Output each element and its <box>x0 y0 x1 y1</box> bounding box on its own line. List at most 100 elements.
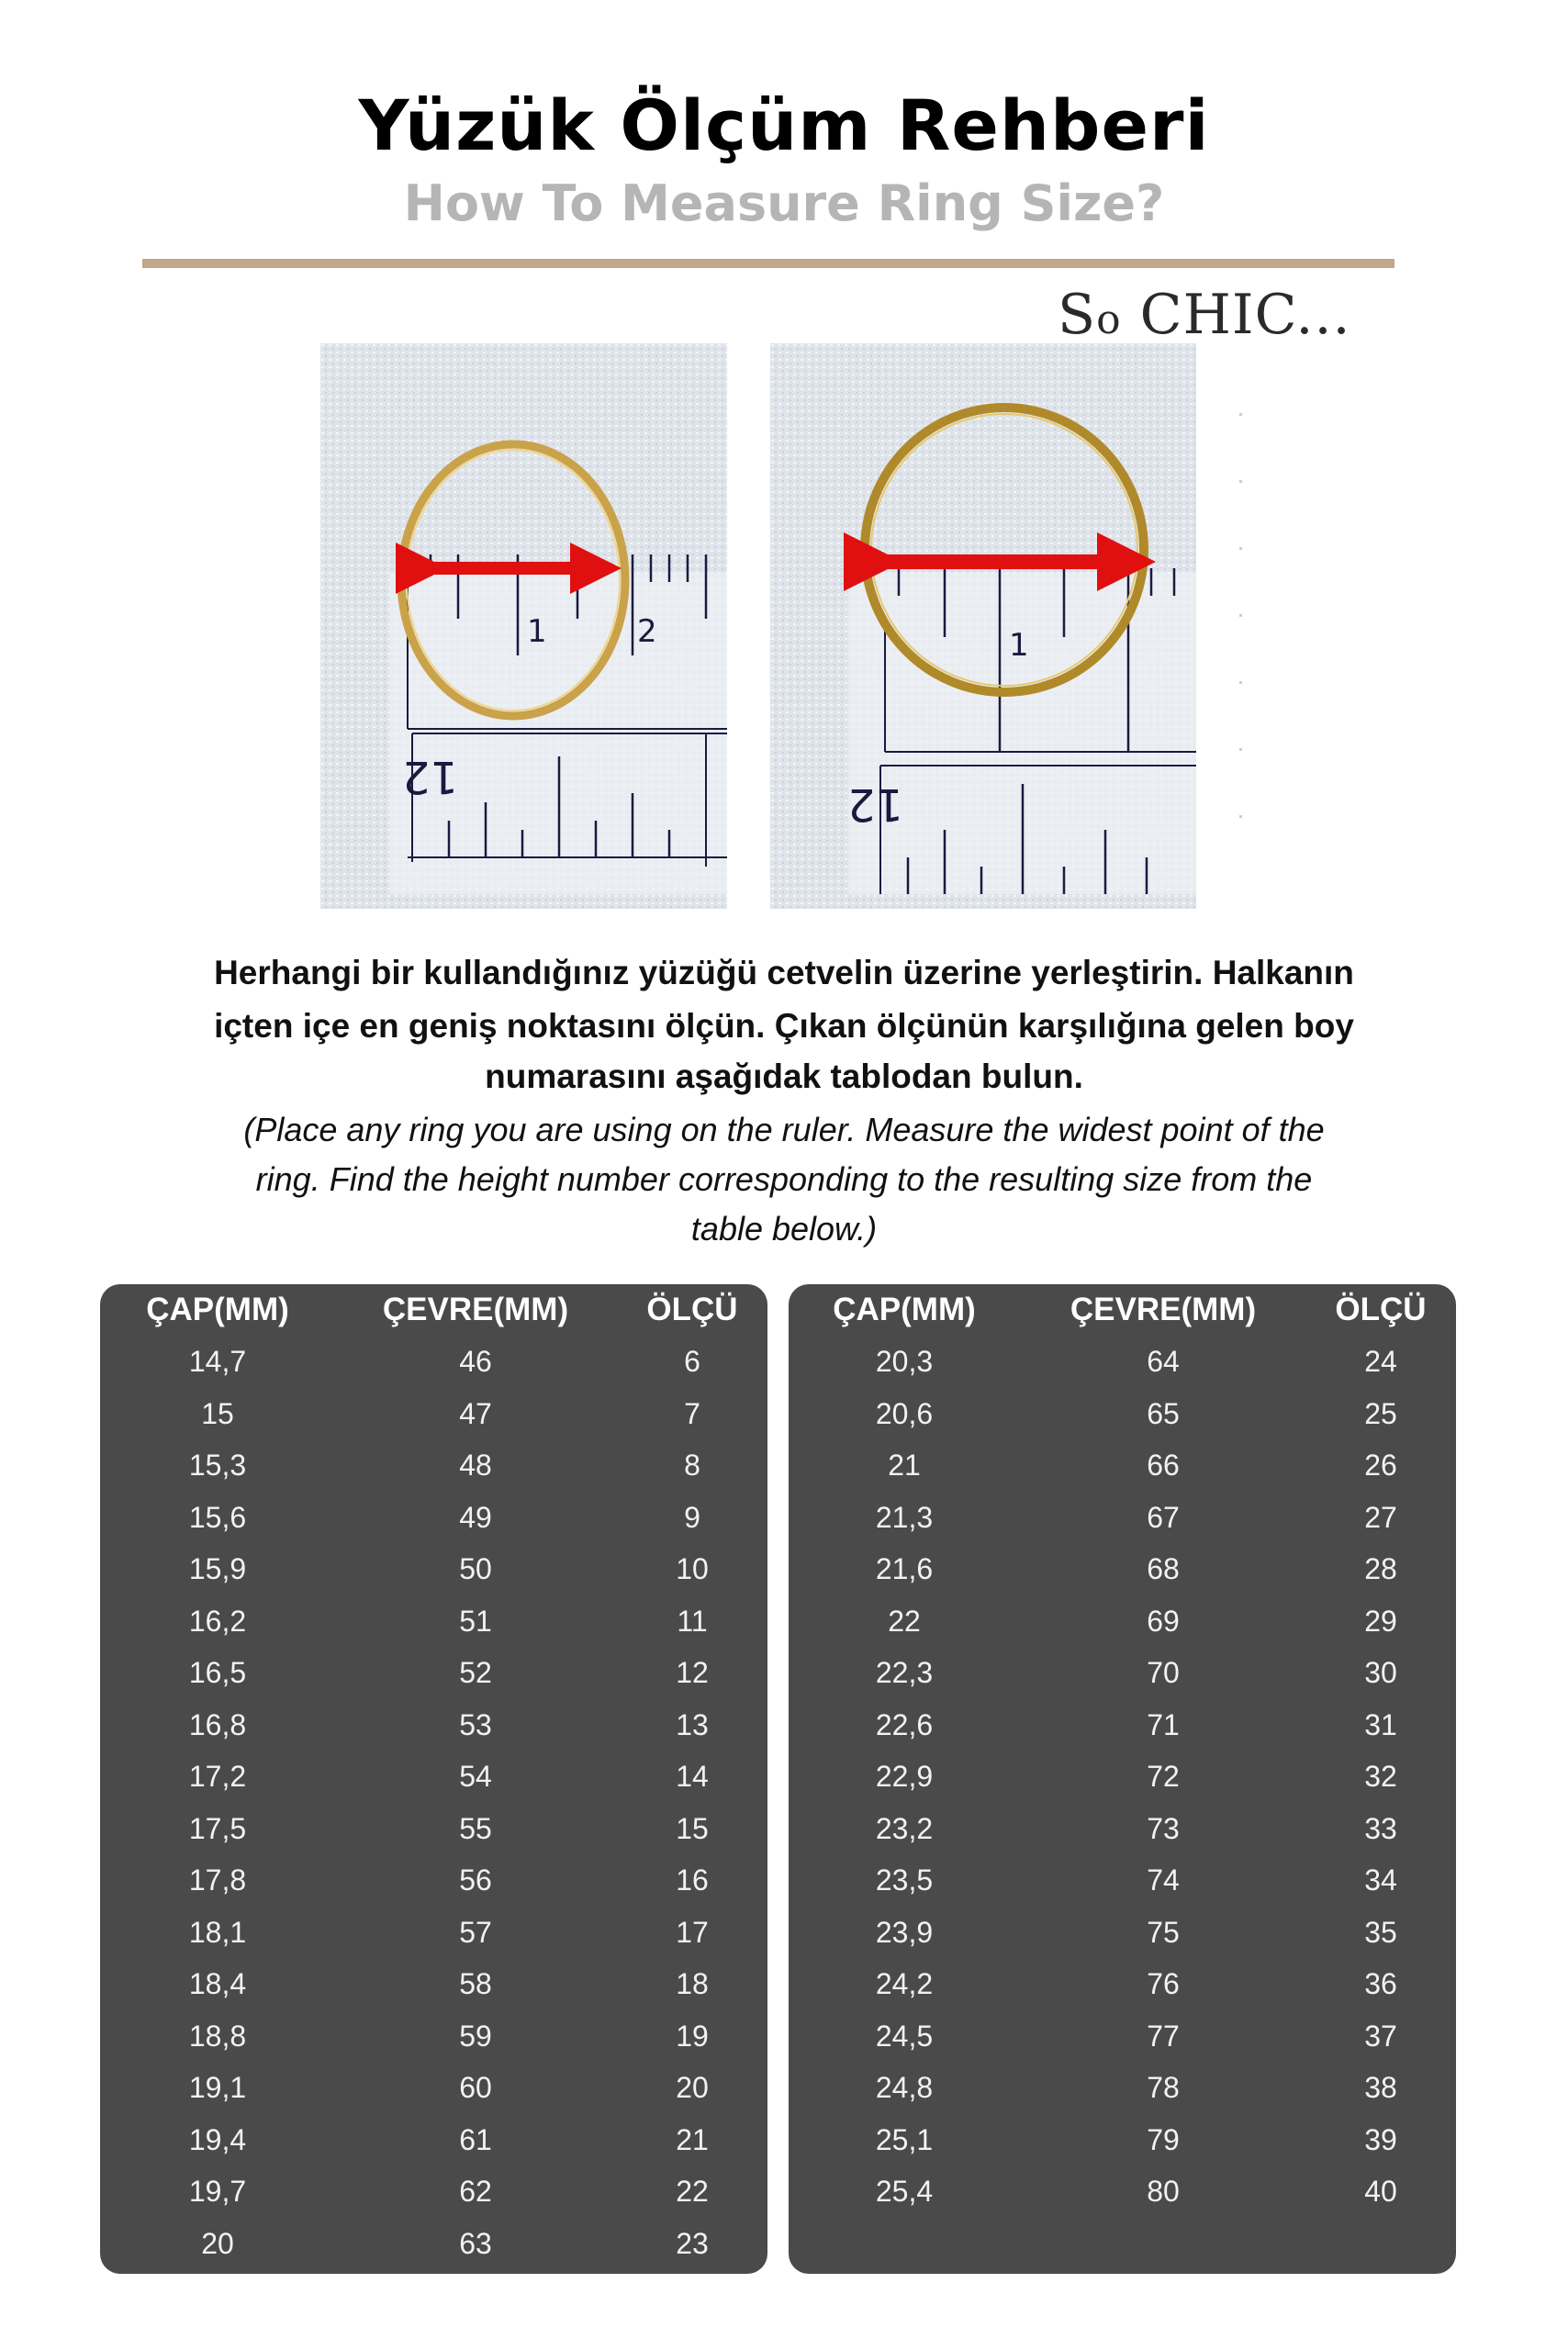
table-cell: 13 <box>676 1707 709 1741</box>
table-cell: 37 <box>1364 2019 1397 2053</box>
table-cell: 21,3 <box>875 1500 934 1534</box>
table-cell: 68 <box>1147 1552 1180 1585</box>
table-cell: 70 <box>1147 1656 1180 1689</box>
table-cell: 18,8 <box>188 2019 247 2053</box>
table-cell: 24,5 <box>875 2019 934 2053</box>
table-cell: 61 <box>459 2122 492 2156</box>
table-cell: 31 <box>1364 1707 1397 1741</box>
ruler-label: 1 <box>527 613 547 650</box>
divider <box>142 259 1394 268</box>
ruler-label: 12 <box>847 778 903 830</box>
table-cell: 28 <box>1364 1552 1397 1585</box>
table-cell: 15,9 <box>188 1552 247 1585</box>
table-cell: 17,2 <box>188 1760 247 1793</box>
table-cell: 19,1 <box>188 2071 247 2104</box>
table-cell: 7 <box>684 1396 700 1430</box>
table-cell: 57 <box>459 1915 492 1949</box>
table-cell: 11 <box>677 1604 708 1638</box>
table-cell: 40 <box>1364 2175 1397 2208</box>
table-cell: 20,6 <box>875 1396 934 1430</box>
instruction-en-line: table below.) <box>690 1210 878 1248</box>
table-cell: 6 <box>684 1345 700 1378</box>
table-cell: 16,2 <box>188 1604 247 1638</box>
table-cell: 76 <box>1147 1967 1180 2000</box>
table-cell: 74 <box>1147 1863 1180 1897</box>
table-cell: 30 <box>1364 1656 1397 1689</box>
table-cell: 72 <box>1147 1760 1180 1793</box>
table-cell: 25,4 <box>875 2175 934 2208</box>
instruction-en-line: ring. Find the height number correspondi… <box>255 1160 1313 1198</box>
table-cell: 14 <box>676 1760 709 1793</box>
table-cell: 18 <box>676 1967 709 2000</box>
table-cell: 25 <box>1364 1396 1397 1430</box>
table-cell: 55 <box>459 1811 492 1845</box>
table-cell: 22,6 <box>875 1707 934 1741</box>
table-cell: 65 <box>1147 1396 1180 1430</box>
table-cell: 23,5 <box>875 1863 934 1897</box>
table-cell: 17,5 <box>188 1811 247 1845</box>
column-header: ÖLÇÜ <box>646 1292 738 1327</box>
table-cell: 39 <box>1364 2122 1397 2156</box>
ring-photo-small: 1 2 12 <box>320 343 727 909</box>
column-header: ÇEVRE(MM) <box>1070 1292 1257 1327</box>
column-header: ÖLÇÜ <box>1335 1292 1427 1327</box>
table-cell: 71 <box>1147 1707 1180 1741</box>
table-cell: 73 <box>1147 1811 1180 1845</box>
table-cell: 52 <box>459 1656 492 1689</box>
table-cell: 32 <box>1364 1760 1397 1793</box>
page-title: Yüzük Ölçüm Rehberi <box>358 84 1210 166</box>
table-cell: 50 <box>459 1552 492 1585</box>
column-header: ÇAP(MM) <box>833 1292 976 1327</box>
table-cell: 35 <box>1364 1915 1397 1949</box>
table-cell: 25,1 <box>875 2122 934 2156</box>
table-cell: 15,6 <box>188 1500 247 1534</box>
table-cell: 58 <box>459 1967 492 2000</box>
ruler-label: 1 <box>1009 627 1029 664</box>
table-cell: 77 <box>1147 2019 1180 2053</box>
table-cell: 79 <box>1147 2122 1180 2156</box>
table-cell: 48 <box>459 1449 492 1482</box>
table-cell: 46 <box>459 1345 492 1378</box>
table-cell: 17 <box>676 1915 709 1949</box>
table-cell: 33 <box>1364 1811 1397 1845</box>
table-cell: 12 <box>676 1656 709 1689</box>
instruction-tr-line: Herhangi bir kullandığınız yüzüğü cetvel… <box>214 954 1354 991</box>
table-cell: 36 <box>1364 1967 1397 2000</box>
table-cell: 22 <box>676 2175 709 2208</box>
table-cell: 22 <box>888 1604 921 1638</box>
table-cell: 56 <box>459 1863 492 1897</box>
table-cell: 14,7 <box>188 1345 247 1378</box>
table-cell: 15 <box>676 1811 709 1845</box>
table-cell: 22,3 <box>875 1656 934 1689</box>
table-cell: 64 <box>1147 1345 1180 1378</box>
table-cell: 34 <box>1364 1863 1397 1897</box>
table-cell: 49 <box>459 1500 492 1534</box>
table-cell: 23,2 <box>875 1811 934 1845</box>
brand-logo: So CHIC... <box>1058 283 1351 347</box>
table-cell: 21 <box>888 1449 921 1482</box>
decorative-dots <box>1239 413 1243 909</box>
table-cell: 51 <box>459 1604 492 1638</box>
table-cell: 29 <box>1364 1604 1397 1638</box>
table-cell: 9 <box>684 1500 700 1534</box>
table-cell: 66 <box>1147 1449 1180 1482</box>
instruction-en-line: (Place any ring you are using on the rul… <box>243 1111 1325 1148</box>
size-table-left: ÇAP(MM) ÇEVRE(MM) ÖLÇÜ 14,7 46 6 15 47 7 15,3 48 8 1… <box>100 1284 767 2274</box>
table-cell: 18,4 <box>188 1967 247 2000</box>
column-header: ÇAP(MM) <box>146 1292 289 1327</box>
table-cell: 27 <box>1364 1500 1397 1534</box>
table-cell: 80 <box>1147 2175 1180 2208</box>
table-cell: 62 <box>459 2175 492 2208</box>
table-cell: 23 <box>676 2226 709 2260</box>
table-cell: 17,8 <box>188 1863 247 1897</box>
table-cell: 20,3 <box>875 1345 934 1378</box>
table-cell: 26 <box>1364 1449 1397 1482</box>
ruler-label: 12 <box>402 751 458 802</box>
table-cell: 24,8 <box>875 2071 934 2104</box>
table-cell: 22,9 <box>875 1760 934 1793</box>
ring-photo-large: 1 12 <box>770 343 1196 909</box>
table-cell: 8 <box>684 1449 700 1482</box>
column-header: ÇEVRE(MM) <box>382 1292 569 1327</box>
table-cell: 20 <box>676 2071 709 2104</box>
table-cell: 18,1 <box>188 1915 247 1949</box>
